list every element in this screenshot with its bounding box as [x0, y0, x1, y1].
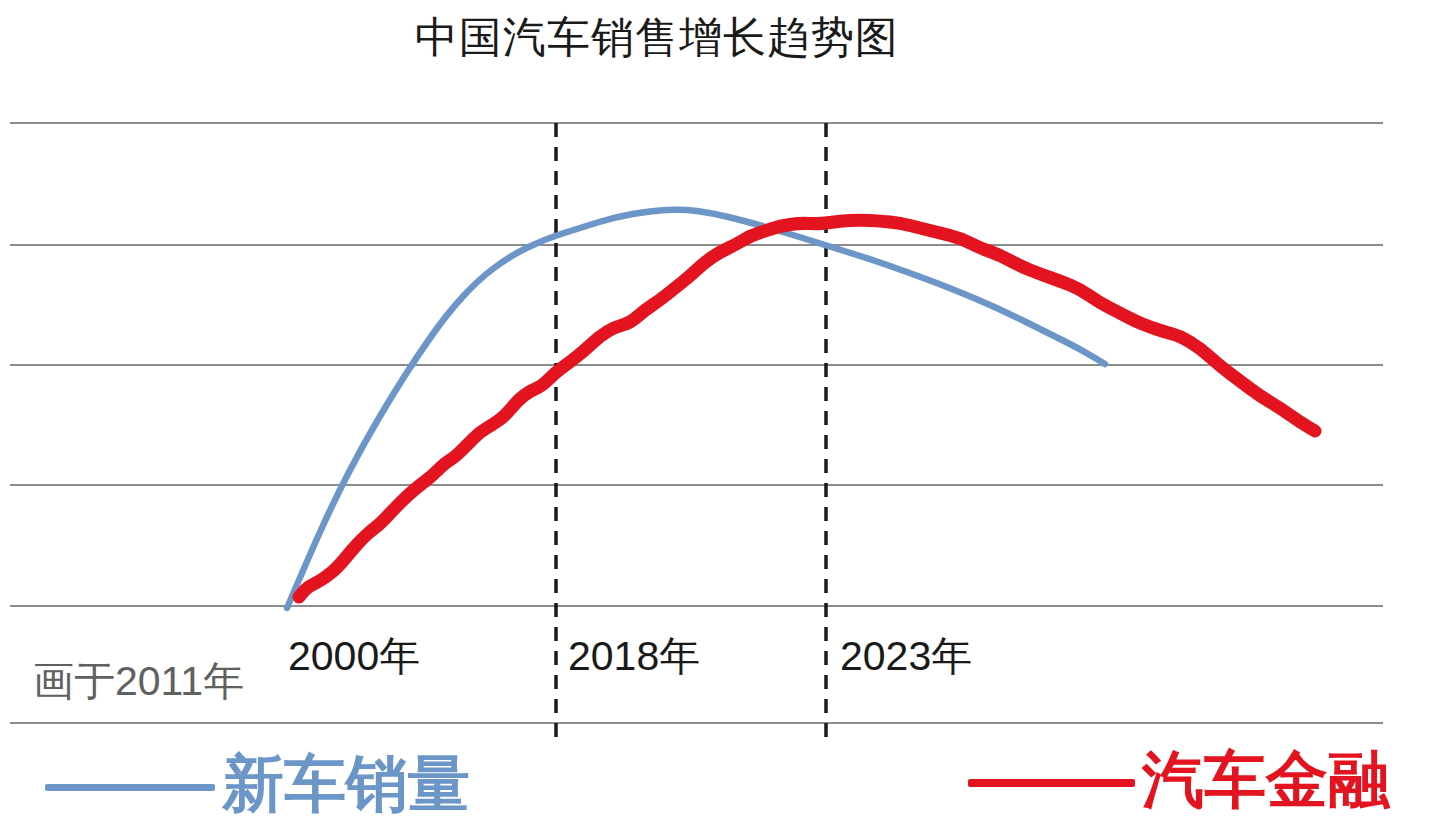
- legend-line-auto-finance: [968, 779, 1135, 787]
- x-axis-label-2000: 2000年: [288, 636, 420, 677]
- legend-label-auto-finance: 汽车金融: [1142, 749, 1390, 811]
- x-axis-label-2018: 2018年: [568, 636, 700, 677]
- series-line-auto-finance: [299, 220, 1315, 597]
- chart-title: 中国汽车销售增长趋势图: [0, 16, 1314, 59]
- legend-label-new-car-sales: 新车销量: [222, 753, 470, 815]
- chart-canvas: [0, 0, 1454, 840]
- x-axis-label-2023: 2023年: [840, 636, 972, 677]
- legend-line-new-car-sales: [45, 784, 215, 791]
- drawn-in-2011-note: 画于2011年: [33, 661, 244, 702]
